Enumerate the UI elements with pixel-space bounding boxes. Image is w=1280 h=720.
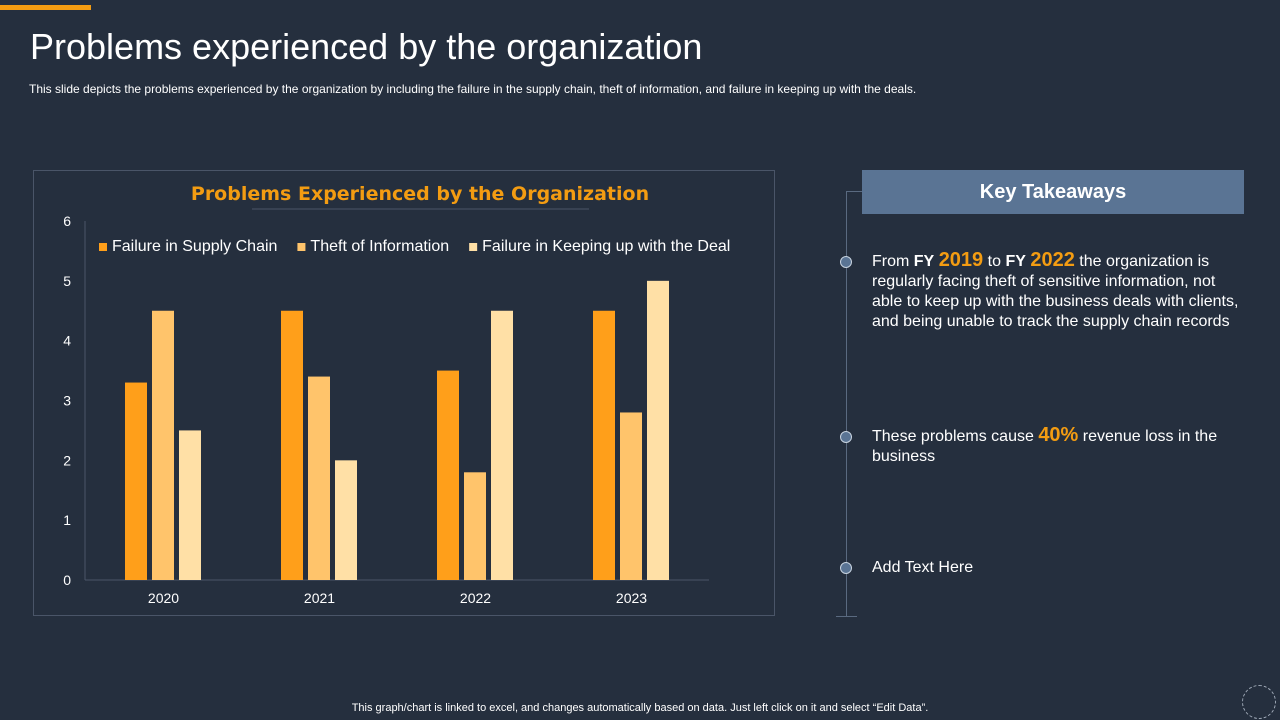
bar bbox=[335, 460, 357, 580]
bar bbox=[125, 382, 147, 580]
takeaway-item-1: From FY 2019 to FY 2022 the organization… bbox=[872, 250, 1244, 332]
y-tick-label: 6 bbox=[63, 213, 71, 229]
bar bbox=[593, 310, 615, 580]
chart-container[interactable]: Problems Experienced by the Organization… bbox=[33, 170, 775, 616]
timeline-dot bbox=[840, 562, 852, 574]
takeaway-description: the organization is regularly facing the… bbox=[872, 253, 1239, 330]
takeaway-to: to bbox=[987, 253, 1001, 270]
bar bbox=[620, 412, 642, 580]
y-tick-label: 2 bbox=[63, 452, 71, 468]
title-accent-bar bbox=[0, 5, 91, 10]
x-tick-label: 2023 bbox=[616, 590, 647, 606]
bar bbox=[437, 370, 459, 580]
legend-swatch bbox=[99, 243, 107, 251]
timeline-bottom-tick bbox=[836, 616, 857, 617]
takeaway-fy-label: FY bbox=[913, 253, 935, 270]
y-tick-label: 4 bbox=[63, 333, 71, 349]
bar bbox=[152, 310, 174, 580]
legend-swatch bbox=[469, 243, 478, 251]
y-tick-label: 5 bbox=[63, 273, 71, 289]
bar bbox=[179, 430, 201, 580]
takeaway-text-pre: These problems cause bbox=[872, 428, 1034, 445]
legend-swatch bbox=[297, 243, 306, 251]
chart-title: Problems Experienced by the Organization bbox=[191, 183, 649, 205]
x-tick-label: 2022 bbox=[460, 590, 491, 606]
takeaway-item-3[interactable]: Add Text Here bbox=[872, 558, 1244, 578]
legend-label: Failure in Keeping up with the Deal bbox=[482, 238, 730, 255]
legend-label: Theft of Information bbox=[310, 238, 449, 255]
takeaway-fy-label: FY bbox=[1005, 253, 1026, 270]
y-tick-label: 0 bbox=[63, 572, 71, 588]
timeline-line bbox=[846, 191, 847, 616]
y-tick-label: 1 bbox=[63, 512, 71, 528]
x-tick-label: 2021 bbox=[304, 590, 335, 606]
takeaway-year-end: 2022 bbox=[1030, 249, 1075, 271]
timeline-dot bbox=[840, 256, 852, 268]
bar bbox=[491, 310, 513, 580]
footer-note: This graph/chart is linked to excel, and… bbox=[351, 702, 929, 714]
legend-label: Failure in Supply Chain bbox=[112, 238, 277, 255]
key-takeaways-header: Key Takeaways bbox=[862, 170, 1244, 214]
bar-chart[interactable]: Problems Experienced by the Organization… bbox=[34, 171, 776, 617]
y-tick-label: 3 bbox=[63, 393, 71, 409]
takeaway-item-2: These problems cause 40% revenue loss in… bbox=[872, 425, 1244, 467]
timeline-dot bbox=[840, 431, 852, 443]
page-title: Problems experienced by the organization bbox=[30, 26, 703, 67]
bar bbox=[281, 310, 303, 580]
x-tick-label: 2020 bbox=[148, 590, 179, 606]
timeline-top-connector bbox=[846, 191, 862, 192]
takeaway-from: From bbox=[872, 253, 910, 270]
takeaway-year-start: 2019 bbox=[938, 249, 984, 271]
bar bbox=[464, 472, 486, 580]
takeaway-text-post: revenue loss in the business bbox=[872, 428, 1218, 465]
bar bbox=[647, 280, 669, 580]
takeaway-placeholder-text[interactable]: Add Text Here bbox=[872, 559, 974, 576]
takeaway-percent: 40% bbox=[1038, 424, 1079, 446]
corner-decoration-circle bbox=[1242, 685, 1276, 719]
page-subtitle: This slide depicts the problems experien… bbox=[29, 82, 917, 96]
bar bbox=[308, 376, 330, 580]
